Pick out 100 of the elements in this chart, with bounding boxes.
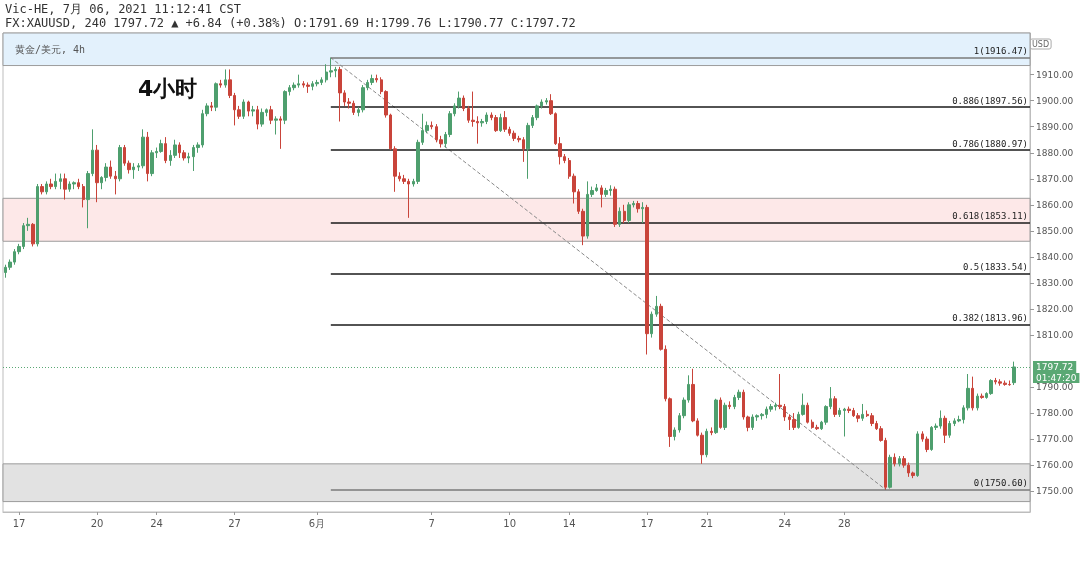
candlestick bbox=[82, 183, 85, 208]
candlestick bbox=[673, 426, 676, 441]
candlestick bbox=[650, 311, 653, 339]
y-tick-label: 1910.00 bbox=[1036, 69, 1074, 80]
candlestick bbox=[329, 57, 333, 78]
candlestick bbox=[494, 114, 498, 133]
candlestick bbox=[269, 105, 273, 125]
text: 黄金/美元, 4h bbox=[15, 43, 86, 55]
y-tick-label: 1840.00 bbox=[1036, 251, 1074, 262]
candlestick bbox=[847, 406, 851, 414]
y-tick-label: 1870.00 bbox=[1036, 173, 1074, 184]
x-tick-label: 24 bbox=[150, 517, 163, 529]
candlestick bbox=[916, 430, 919, 478]
ref-line-label: 0(1750.60) bbox=[973, 478, 1028, 489]
candlestick bbox=[54, 173, 57, 190]
candlestick bbox=[164, 136, 167, 164]
candlestick bbox=[600, 184, 603, 208]
candlestick bbox=[641, 201, 644, 224]
candlestick bbox=[645, 204, 649, 355]
candlestick bbox=[256, 105, 259, 130]
candlestick bbox=[260, 107, 264, 128]
ref-line-label: 1797.72 bbox=[1036, 361, 1074, 372]
x-tick-label: 28 bbox=[837, 517, 851, 529]
candlestick bbox=[976, 393, 979, 411]
y-tick-label: 1790.00 bbox=[1036, 382, 1074, 393]
candlestick bbox=[971, 376, 974, 411]
candlestick bbox=[618, 206, 621, 228]
candlestick bbox=[710, 426, 713, 436]
candlestick bbox=[40, 183, 44, 195]
x-tick-label: 17 bbox=[12, 517, 26, 529]
text: Vic-HE, 7月 06, 2021 11:12:41 CST bbox=[5, 2, 241, 16]
y-tick-label: 1750.00 bbox=[1036, 486, 1074, 497]
x-tick-label: 14 bbox=[562, 517, 576, 529]
candlestick bbox=[283, 89, 287, 125]
candlestick bbox=[247, 100, 250, 117]
candlestick bbox=[989, 378, 993, 396]
y-tick-label: 1860.00 bbox=[1036, 199, 1074, 210]
candlestick bbox=[63, 173, 67, 201]
candlestick bbox=[792, 412, 796, 431]
candlestick bbox=[870, 412, 874, 427]
candlestick bbox=[146, 131, 149, 182]
candlestick bbox=[338, 66, 342, 123]
y-tick-label: 1890.00 bbox=[1036, 121, 1074, 132]
ref-line-label: 1(1916.47) bbox=[973, 46, 1028, 57]
candlestick bbox=[893, 452, 896, 467]
candlestick bbox=[59, 173, 62, 190]
candlestick bbox=[943, 415, 947, 444]
candlestick bbox=[948, 420, 951, 439]
x-tick-label: 7 bbox=[428, 517, 435, 529]
candlestick bbox=[499, 113, 502, 133]
y-tick-label: 1900.00 bbox=[1036, 95, 1074, 106]
candlestick bbox=[613, 186, 617, 228]
candlestick bbox=[655, 295, 658, 318]
candlestick bbox=[636, 200, 640, 214]
candlestick bbox=[843, 407, 846, 438]
ref-line-label: 0.886(1897.56) bbox=[952, 95, 1028, 106]
candlestick bbox=[545, 97, 548, 106]
candlestick bbox=[109, 160, 112, 180]
candlestick bbox=[36, 183, 39, 247]
y-tick-label: 1770.00 bbox=[1036, 434, 1074, 445]
y-tick-label: 1810.00 bbox=[1036, 329, 1074, 340]
y-tick-label: 1850.00 bbox=[1036, 225, 1074, 236]
candlestick bbox=[861, 403, 864, 422]
y-tick-label: 1780.00 bbox=[1036, 408, 1074, 419]
x-tick-label: 6月 bbox=[308, 517, 326, 529]
candlestick bbox=[623, 204, 626, 224]
candlestick bbox=[833, 395, 837, 418]
candlestick bbox=[77, 178, 80, 190]
candlestick bbox=[375, 74, 378, 83]
x-tick-label: 20 bbox=[90, 517, 104, 529]
candlestick bbox=[815, 424, 819, 431]
candlestick bbox=[118, 144, 122, 182]
candlestick bbox=[214, 81, 218, 112]
text: 4小时 bbox=[138, 75, 198, 101]
candlestick bbox=[210, 101, 213, 112]
candlestick bbox=[72, 180, 76, 190]
x-tick-label: 10 bbox=[503, 517, 516, 529]
candlestick bbox=[714, 398, 718, 435]
candlestick bbox=[224, 68, 227, 89]
candlestick bbox=[604, 187, 608, 198]
candlestick bbox=[45, 180, 48, 195]
candlestick bbox=[370, 74, 374, 86]
candlestick bbox=[159, 139, 163, 154]
candlestick bbox=[728, 400, 731, 410]
text: FX:XAUUSD, 240 1797.72 ▲ +6.84 (+0.38%) O:1791.69 H:1799.76 L:1790.77 C:1797.72 bbox=[5, 16, 576, 30]
candlestick bbox=[95, 144, 99, 203]
candlestick bbox=[315, 79, 319, 87]
ref-line-label: 0.382(1813.96) bbox=[952, 313, 1028, 324]
ref-line-label: 0.5(1833.54) bbox=[962, 262, 1028, 273]
y-tick-label: 1880.00 bbox=[1036, 147, 1074, 158]
candlestick bbox=[856, 412, 860, 423]
x-tick-label: 27 bbox=[228, 517, 241, 529]
candlestick bbox=[279, 115, 282, 150]
candlestick bbox=[838, 407, 841, 418]
candlestick bbox=[705, 428, 708, 458]
candlestick bbox=[31, 222, 35, 247]
candlestick bbox=[274, 115, 278, 136]
ref-line-label: 0.786(1880.97) bbox=[952, 138, 1028, 149]
candlestick bbox=[361, 84, 365, 113]
candlestick bbox=[242, 98, 245, 120]
